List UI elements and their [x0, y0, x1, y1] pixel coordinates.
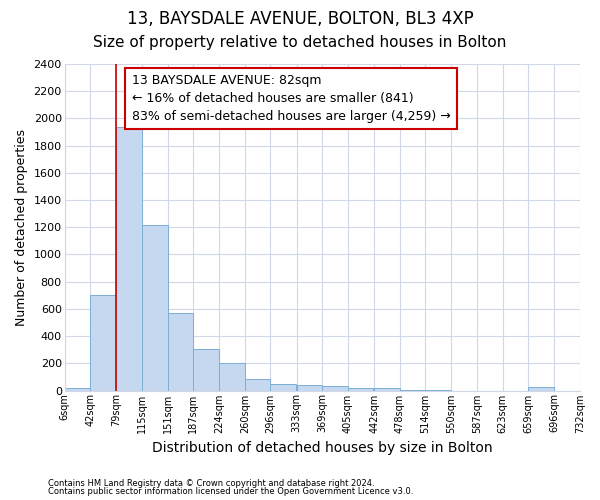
Bar — [142, 224, 167, 390]
Bar — [116, 126, 142, 390]
Bar — [220, 364, 245, 390]
Text: 13, BAYSDALE AVENUE, BOLTON, BL3 4XP: 13, BAYSDALE AVENUE, BOLTON, BL3 4XP — [127, 10, 473, 28]
Bar — [65, 388, 90, 390]
Bar — [322, 386, 348, 390]
Bar — [167, 313, 193, 390]
Bar — [271, 384, 296, 390]
Bar — [297, 386, 322, 390]
Text: Contains public sector information licensed under the Open Government Licence v3: Contains public sector information licen… — [48, 487, 413, 496]
Bar — [193, 349, 218, 391]
Bar — [90, 296, 116, 390]
Bar — [528, 387, 554, 390]
Text: Size of property relative to detached houses in Bolton: Size of property relative to detached ho… — [94, 35, 506, 50]
Text: Contains HM Land Registry data © Crown copyright and database right 2024.: Contains HM Land Registry data © Crown c… — [48, 478, 374, 488]
X-axis label: Distribution of detached houses by size in Bolton: Distribution of detached houses by size … — [152, 441, 493, 455]
Bar — [245, 379, 271, 390]
Bar — [374, 388, 400, 390]
Bar — [348, 388, 373, 390]
Text: 13 BAYSDALE AVENUE: 82sqm
← 16% of detached houses are smaller (841)
83% of semi: 13 BAYSDALE AVENUE: 82sqm ← 16% of detac… — [131, 74, 451, 123]
Y-axis label: Number of detached properties: Number of detached properties — [15, 129, 28, 326]
